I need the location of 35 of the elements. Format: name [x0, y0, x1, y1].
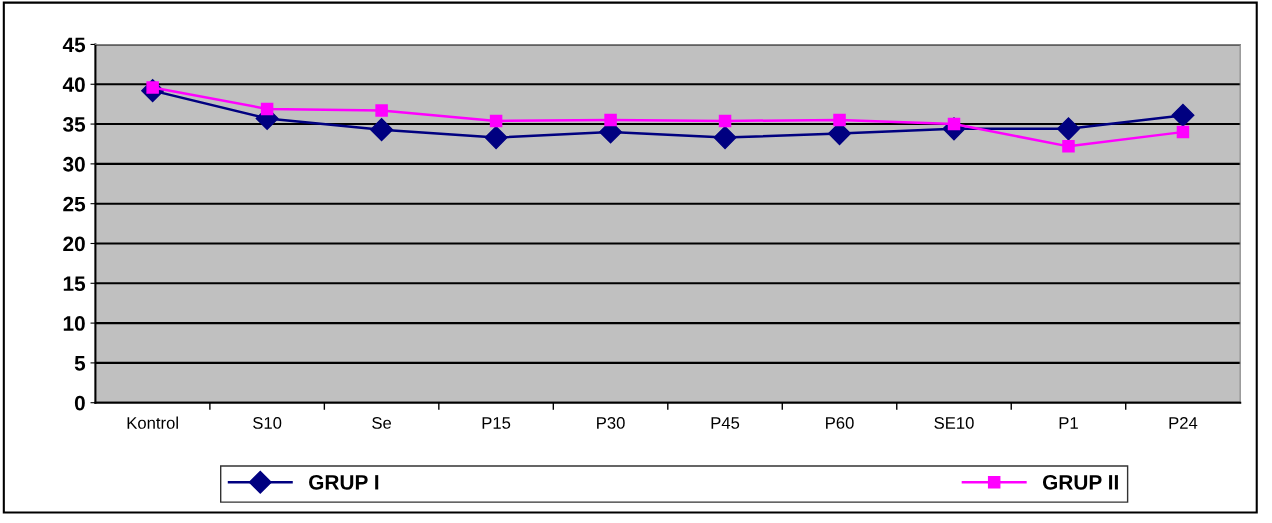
- point: [370, 118, 394, 142]
- y-tick-label: 45: [62, 37, 86, 53]
- x-tick-label: Se: [372, 417, 392, 429]
- point: [1056, 117, 1080, 141]
- y-tick-label: 5: [74, 356, 86, 371]
- legend-label: GRUP I: [309, 474, 379, 490]
- y-tick-label: 20: [63, 236, 85, 252]
- x-tick-label: P24: [1169, 417, 1198, 429]
- point: [1176, 125, 1190, 139]
- y-tick-label: 0: [74, 395, 85, 411]
- x-tick-label: Kontrol: [127, 416, 178, 429]
- point: [713, 126, 737, 150]
- point: [375, 104, 388, 117]
- point: [260, 102, 274, 116]
- y-tick-label: 15: [63, 276, 86, 292]
- point: [604, 113, 617, 127]
- point: [484, 126, 508, 150]
- point: [833, 113, 846, 127]
- x-tick-label: P45: [711, 417, 740, 429]
- x-tick-label: P15: [482, 417, 511, 429]
- y-tick-label: 10: [63, 316, 85, 331]
- point: [1062, 140, 1075, 153]
- point: [1171, 103, 1195, 127]
- y-tick-label: 40: [62, 77, 85, 93]
- x-tick-label: SE10: [934, 417, 974, 429]
- y-tick-label: 25: [63, 196, 86, 212]
- x-tick-label: P30: [597, 417, 625, 429]
- x-tick-label: P60: [826, 417, 854, 429]
- x-tick-label: P1: [1059, 417, 1078, 429]
- y-tick-label: 35: [62, 117, 86, 132]
- y-tick-label: 30: [62, 156, 85, 172]
- point: [718, 114, 732, 128]
- point: [489, 114, 503, 128]
- legend-label: GRUP II: [1042, 474, 1118, 490]
- x-tick-label: S10: [253, 417, 282, 429]
